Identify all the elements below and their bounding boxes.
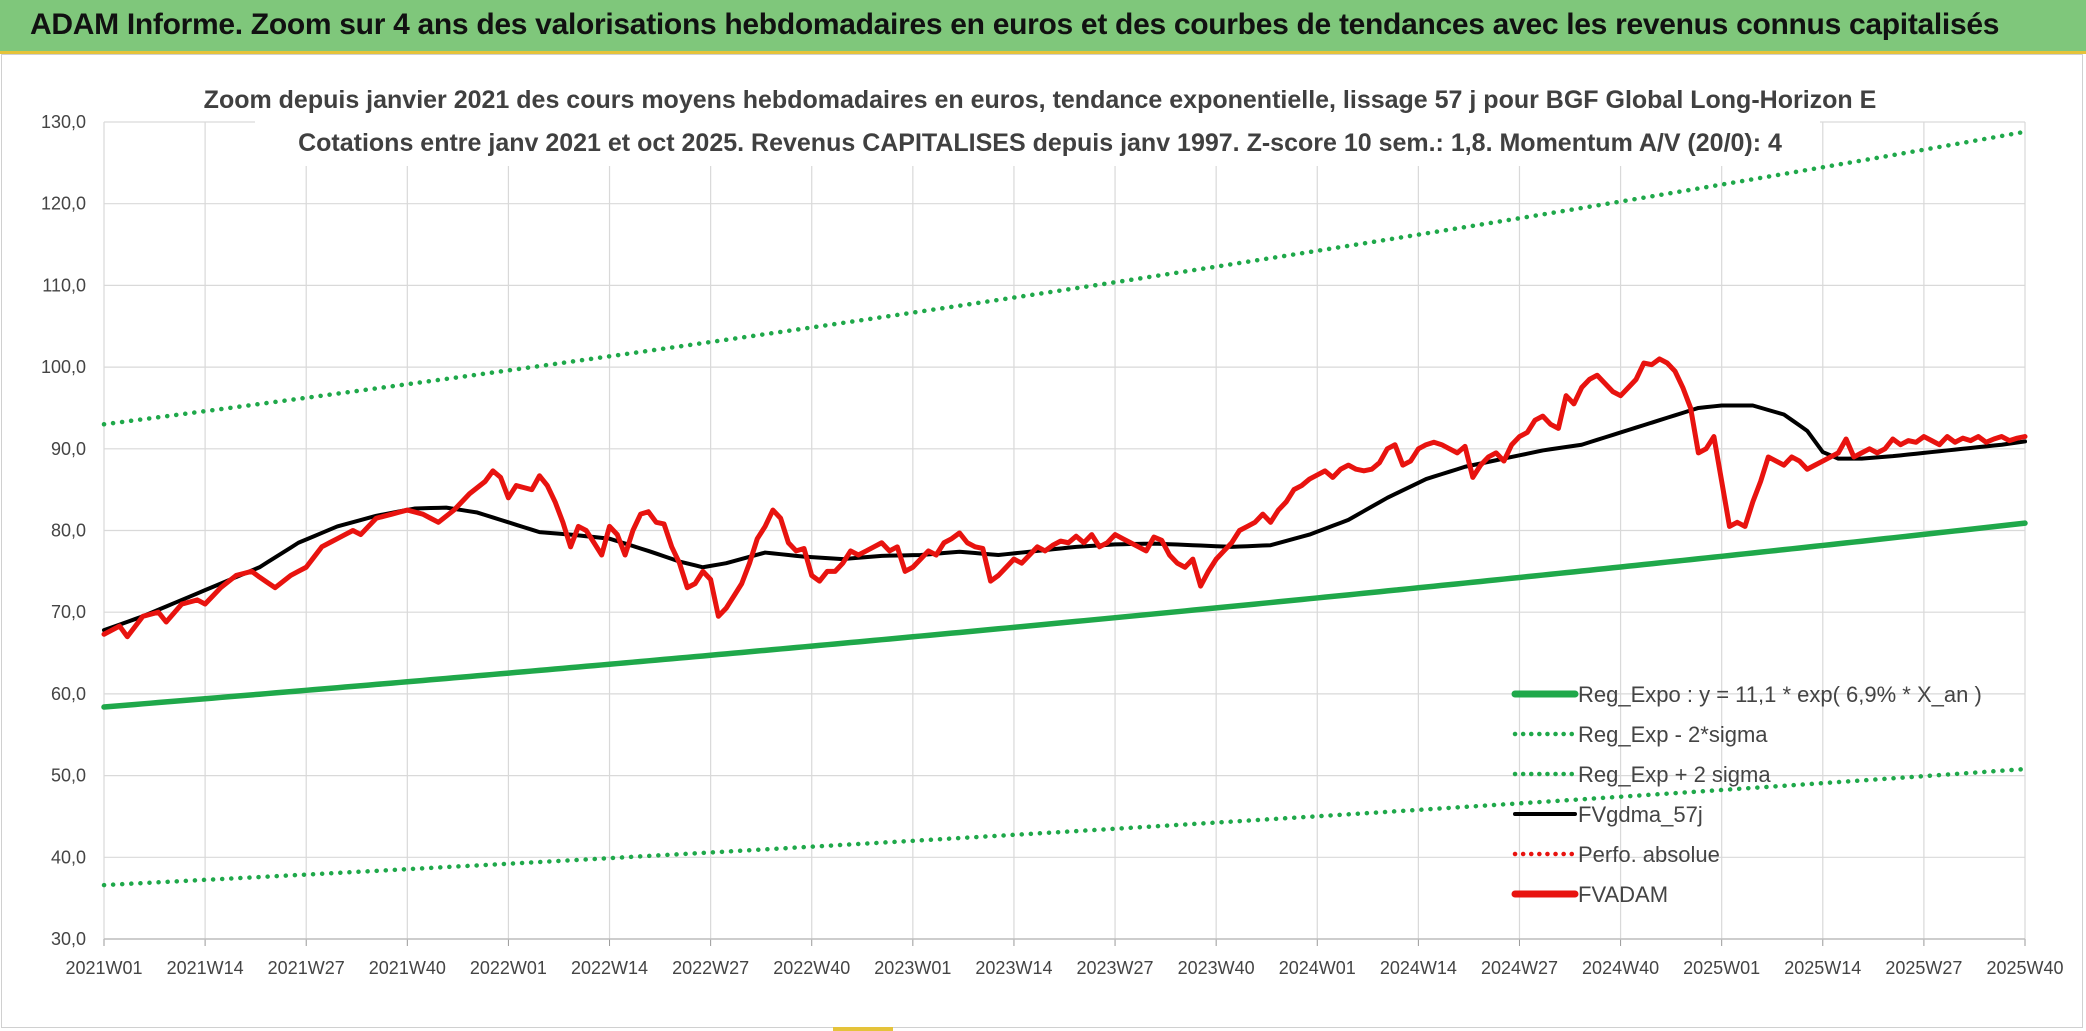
x-tick-label: 2024W40 xyxy=(1582,958,1659,978)
y-tick-label: 120,0 xyxy=(41,194,86,214)
x-axis-ticks: 2021W01 2021W14 2021W27 2021W40 2022W01 2022W… xyxy=(65,958,2063,978)
legend-label-3: FVgdma_57j xyxy=(1578,802,1703,827)
y-tick-label: 60,0 xyxy=(51,684,86,704)
grid xyxy=(103,121,2026,946)
x-tick-label: 2021W40 xyxy=(369,958,446,978)
x-tick-label: 2021W27 xyxy=(268,958,345,978)
y-tick-label: 110,0 xyxy=(42,275,86,295)
x-tick-label: 2022W40 xyxy=(773,958,850,978)
x-tick-label: 2023W27 xyxy=(1077,958,1154,978)
y-tick-label: 130,0 xyxy=(41,112,86,132)
x-tick-label: 2025W40 xyxy=(1986,958,2063,978)
x-tick-label: 2023W40 xyxy=(1178,958,1255,978)
y-tick-label: 30,0 xyxy=(51,929,86,949)
x-tick-label: 2021W14 xyxy=(167,958,244,978)
banner: ADAM Informe. Zoom sur 4 ans des valoris… xyxy=(0,0,2086,54)
title-background xyxy=(255,76,1820,166)
y-tick-label: 40,0 xyxy=(51,847,86,867)
legend-label-0: Reg_Expo : y = 11,1 * exp( 6,9% * X_an ) xyxy=(1578,682,1982,707)
x-tick-label: 2024W14 xyxy=(1380,958,1457,978)
chart-frame xyxy=(1,54,2083,1028)
legend-label-5: FVADAM xyxy=(1578,882,1668,907)
x-tick-label: 2023W14 xyxy=(975,958,1052,978)
series-line-2 xyxy=(101,129,2028,427)
series-line-1 xyxy=(101,766,2028,888)
legend-label-2: Reg_Exp + 2 sigma xyxy=(1578,762,1771,787)
series-line-3 xyxy=(102,403,2027,633)
banner-title: ADAM Informe. Zoom sur 4 ans des valoris… xyxy=(30,8,2000,41)
y-axis-ticks: 30,0 40,0 50,0 60,0 70,0 80,0 90,0 100,0 110,0 12… xyxy=(41,112,86,949)
legend-label-1: Reg_Exp - 2*sigma xyxy=(1578,722,1768,747)
x-tick-label: 2021W01 xyxy=(65,958,142,978)
series-line-5 xyxy=(101,356,2028,640)
series-line-0 xyxy=(101,520,2028,710)
chart-subtitle: Cotations entre janv 2021 et oct 2025. R… xyxy=(298,129,1782,157)
series xyxy=(101,129,2028,888)
x-tick-label: 2024W01 xyxy=(1279,958,1356,978)
x-tick-label: 2025W01 xyxy=(1683,958,1760,978)
y-tick-label: 70,0 xyxy=(51,602,86,622)
y-tick-label: 80,0 xyxy=(51,521,86,541)
x-tick-label: 2022W27 xyxy=(672,958,749,978)
legend: Reg_Expo : y = 11,1 * exp( 6,9% * X_an )… xyxy=(1511,682,1982,907)
x-tick-label: 2025W14 xyxy=(1784,958,1861,978)
chart-titles: Zoom depuis janvier 2021 des cours moyen… xyxy=(204,76,1877,166)
x-tick-label: 2024W27 xyxy=(1481,958,1558,978)
y-tick-label: 100,0 xyxy=(41,357,86,377)
x-tick-label: 2022W01 xyxy=(470,958,547,978)
x-tick-label: 2022W14 xyxy=(571,958,648,978)
y-tick-label: 50,0 xyxy=(51,766,86,786)
bottom-accent xyxy=(833,1027,893,1031)
x-tick-label: 2023W01 xyxy=(874,958,951,978)
legend-label-4: Perfo. absolue xyxy=(1578,842,1720,867)
x-tick-label: 2025W27 xyxy=(1885,958,1962,978)
y-tick-label: 90,0 xyxy=(51,439,86,459)
chart-title: Zoom depuis janvier 2021 des cours moyen… xyxy=(204,86,1877,114)
